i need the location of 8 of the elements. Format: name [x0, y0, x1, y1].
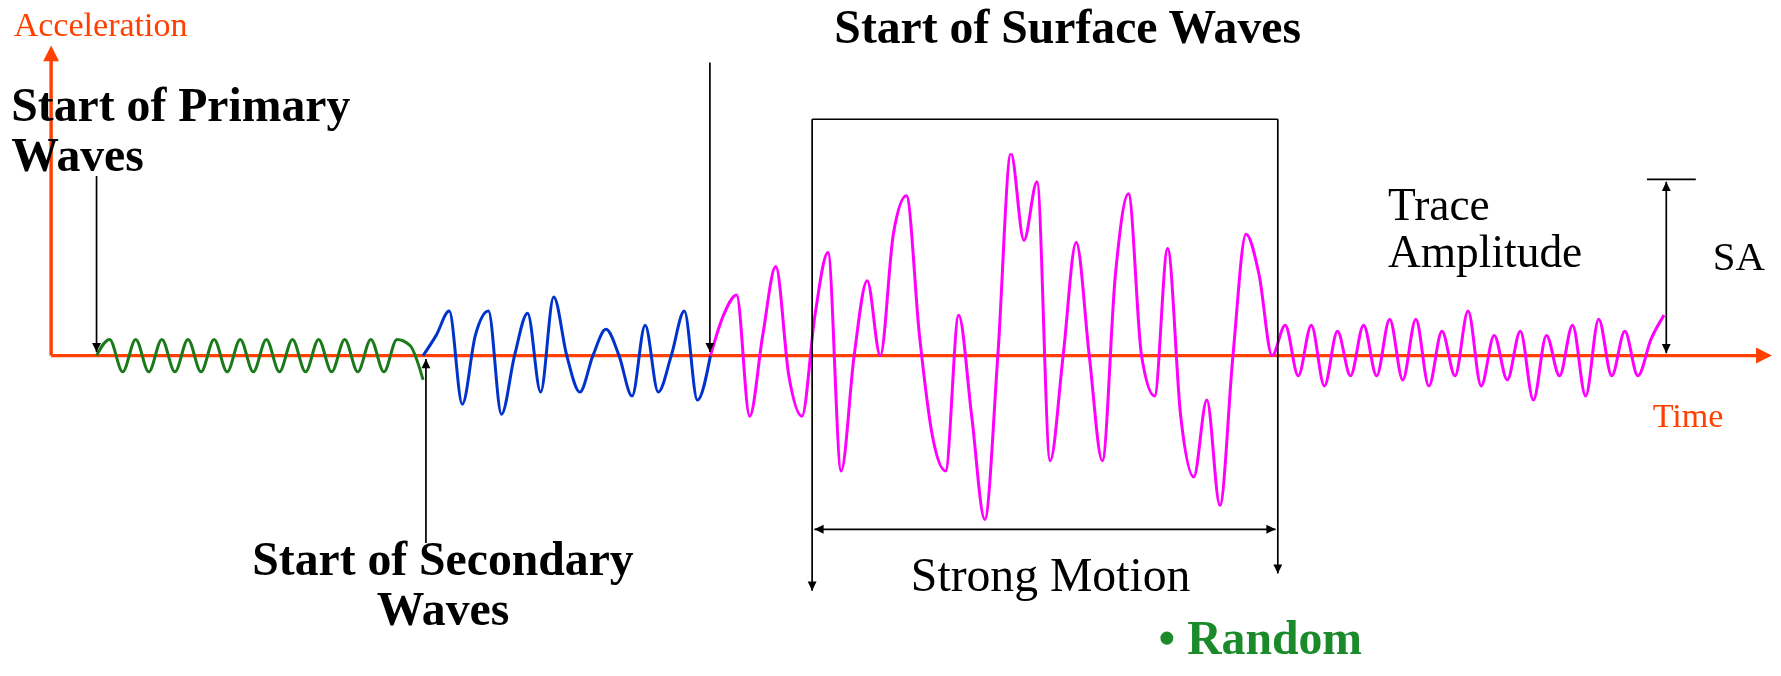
- text: Strong Motion: [909, 547, 1192, 601]
- text: SA: [1712, 234, 1767, 280]
- annotation: Trace Amplitude: [1387, 179, 1584, 278]
- y-axis-title: Acceleration: [13, 5, 188, 43]
- text: Start of Surface Waves: [833, 0, 1302, 54]
- text: Start of Secondary Waves: [251, 531, 635, 635]
- text: • Random: [1158, 611, 1364, 665]
- x-axis-title: Time: [1652, 396, 1724, 434]
